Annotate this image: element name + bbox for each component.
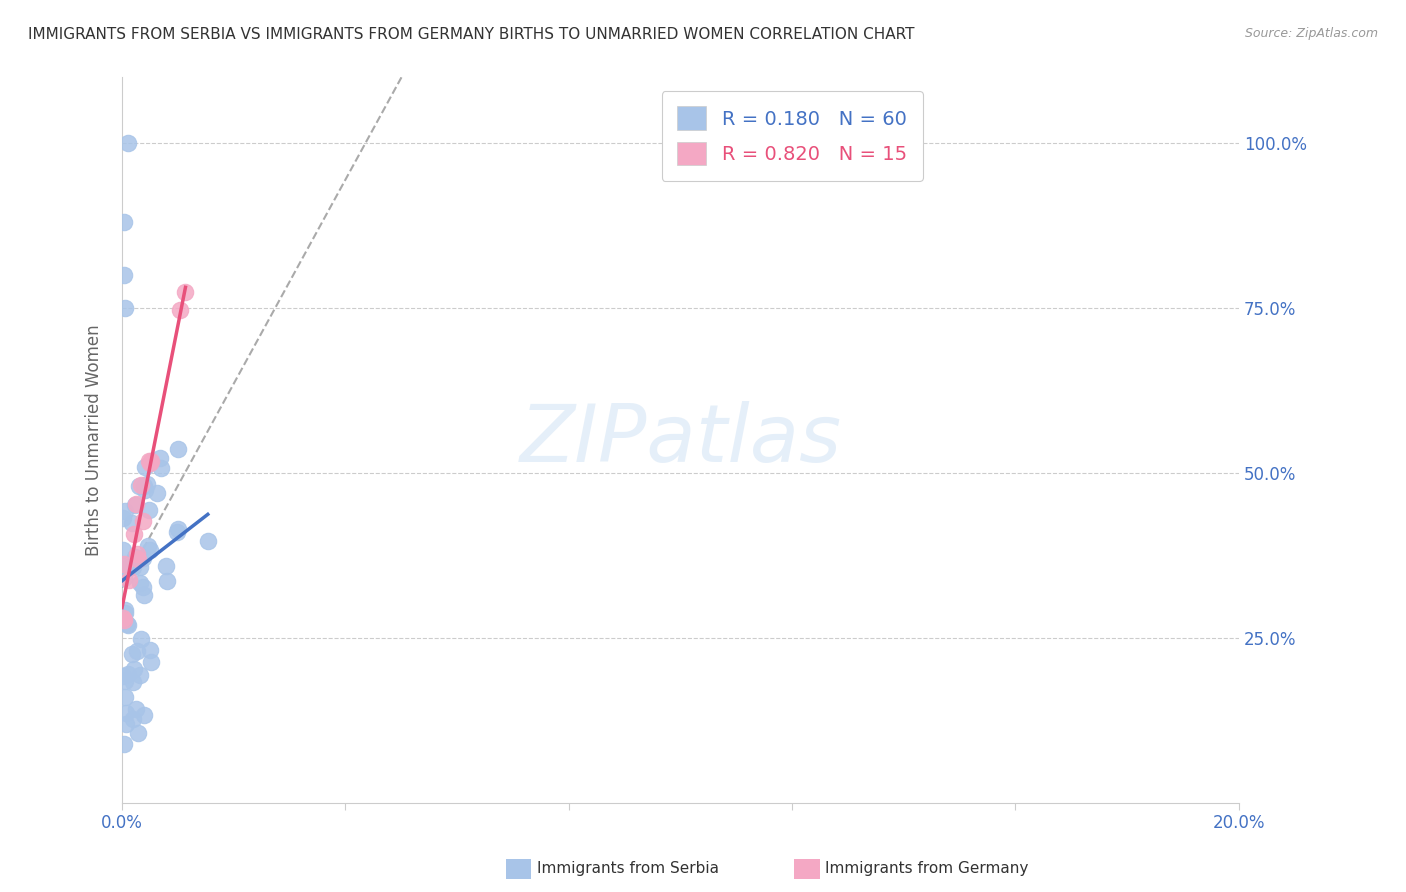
Point [139,643,162,657]
Point [111,558,134,573]
Point [134,460,156,475]
Text: Source: ZipAtlas.com: Source: ZipAtlas.com [1244,27,1378,40]
Point [124,498,146,512]
Point [136,540,159,554]
Point [121,675,143,690]
Point [167,442,190,456]
Point [112,557,135,571]
Point [132,479,155,493]
Point [145,485,167,500]
Text: IMMIGRANTS FROM SERBIA VS IMMIGRANTS FROM GERMANY BIRTHS TO UNMARRIED WOMEN CORR: IMMIGRANTS FROM SERBIA VS IMMIGRANTS FRO… [28,27,915,42]
Point [117,666,139,681]
Legend: R = 0.180   N = 60, R = 0.820   N = 15: R = 0.180 N = 60, R = 0.820 N = 15 [662,91,922,181]
Point [128,560,150,574]
Point [127,552,149,566]
Point [125,497,148,511]
Point [122,527,145,541]
Point [122,712,145,726]
Point [111,511,134,525]
Point [125,547,148,561]
Point [129,668,152,682]
Point [122,662,145,676]
Y-axis label: Births to Unmarried Women: Births to Unmarried Women [86,324,103,556]
Point [118,573,141,587]
Point [141,454,163,468]
Point [112,571,135,585]
Point [132,514,155,528]
Point [174,285,197,299]
Point [127,726,149,740]
Point [112,215,135,229]
Point [132,580,155,594]
Point [167,522,190,536]
Point [150,460,173,475]
Point [197,534,219,549]
Point [128,576,150,591]
Point [117,559,139,574]
Point [132,551,155,566]
Point [117,136,139,151]
Point [121,560,143,574]
Point [128,479,150,493]
Point [114,603,136,617]
Point [155,559,177,574]
Text: Immigrants from Germany: Immigrants from Germany [825,862,1029,876]
Point [132,708,155,723]
Point [125,702,148,716]
Point [111,543,134,558]
Point [139,456,162,470]
Point [138,503,160,517]
Point [115,616,138,631]
Text: Immigrants from Serbia: Immigrants from Serbia [537,862,718,876]
Point [132,588,155,602]
Point [114,504,136,518]
Point [114,606,136,620]
Point [114,673,136,688]
Point [115,706,138,720]
Point [134,483,156,497]
Point [127,551,149,566]
Point [139,542,162,557]
Point [111,669,134,683]
Point [138,454,160,468]
Point [129,632,152,647]
Point [112,268,135,283]
Point [117,618,139,632]
Point [124,550,146,565]
Point [115,716,138,731]
Point [166,524,188,539]
Point [114,690,136,704]
Point [121,516,143,531]
Text: ZIPatlas: ZIPatlas [519,401,841,479]
Point [149,451,172,466]
Point [155,574,177,588]
Point [112,737,135,751]
Point [139,655,162,669]
Point [112,613,135,627]
Point [121,647,143,661]
Point [129,478,152,492]
Point [111,611,134,625]
Point [135,477,157,491]
Point [114,301,136,315]
Point [169,303,191,318]
Point [127,644,149,658]
